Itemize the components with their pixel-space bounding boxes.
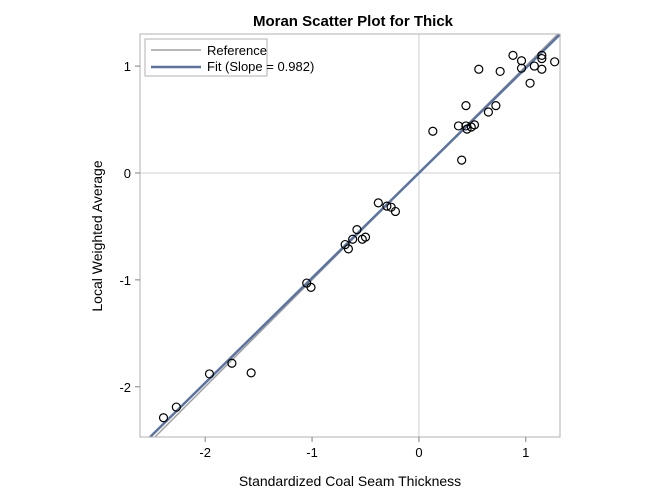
x-tick-label: -2	[199, 445, 211, 460]
y-tick-label: -2	[119, 380, 131, 395]
x-tick-label: 0	[415, 445, 422, 460]
data-point	[495, 66, 505, 77]
data-point	[360, 232, 371, 242]
legend-fit-label: Fit (Slope = 0.982)	[207, 59, 314, 74]
legend-box	[144, 38, 268, 77]
chart-title: Moran Scatter Plot for Thick	[253, 13, 454, 30]
data-point	[373, 198, 383, 208]
x-tick-label: -1	[306, 445, 318, 460]
data-point	[348, 234, 358, 244]
data-point	[171, 402, 181, 412]
plot-frame	[139, 33, 561, 438]
x-tick-label: 1	[522, 445, 529, 460]
data-point	[550, 57, 560, 67]
data-point	[508, 50, 518, 60]
data-point	[204, 369, 215, 379]
legend: Reference Fit (Slope = 0.982)	[144, 38, 314, 77]
data-point	[474, 64, 484, 74]
data-point	[537, 53, 547, 64]
data-point	[227, 358, 237, 368]
data-point	[469, 120, 480, 130]
data-point	[516, 63, 527, 73]
data-point	[428, 126, 438, 136]
data-point	[158, 413, 169, 423]
data-point	[537, 64, 547, 74]
data-point	[462, 124, 472, 134]
data-point	[246, 368, 256, 378]
legend-reference-label: Reference	[207, 43, 267, 58]
data-point	[525, 78, 535, 88]
data-point	[352, 225, 362, 235]
data-point	[457, 155, 467, 165]
data-point	[483, 107, 493, 117]
data-point	[306, 282, 316, 292]
y-tick-label: -1	[119, 273, 131, 288]
y-tick-label: 1	[124, 59, 131, 74]
data-point	[491, 101, 501, 111]
data-point	[382, 201, 392, 211]
data-point	[390, 206, 401, 217]
x-axis-label: Standardized Coal Seam Thickness	[239, 473, 461, 489]
data-point	[343, 244, 353, 254]
y-tick-label: 0	[124, 166, 131, 181]
y-axis-label: Local Weighted Average	[89, 160, 105, 311]
data-point	[529, 61, 539, 71]
zero-reference-lines	[140, 34, 560, 437]
data-point	[516, 56, 527, 66]
data-point	[453, 121, 464, 131]
data-point	[461, 101, 471, 111]
data-point	[537, 50, 547, 60]
